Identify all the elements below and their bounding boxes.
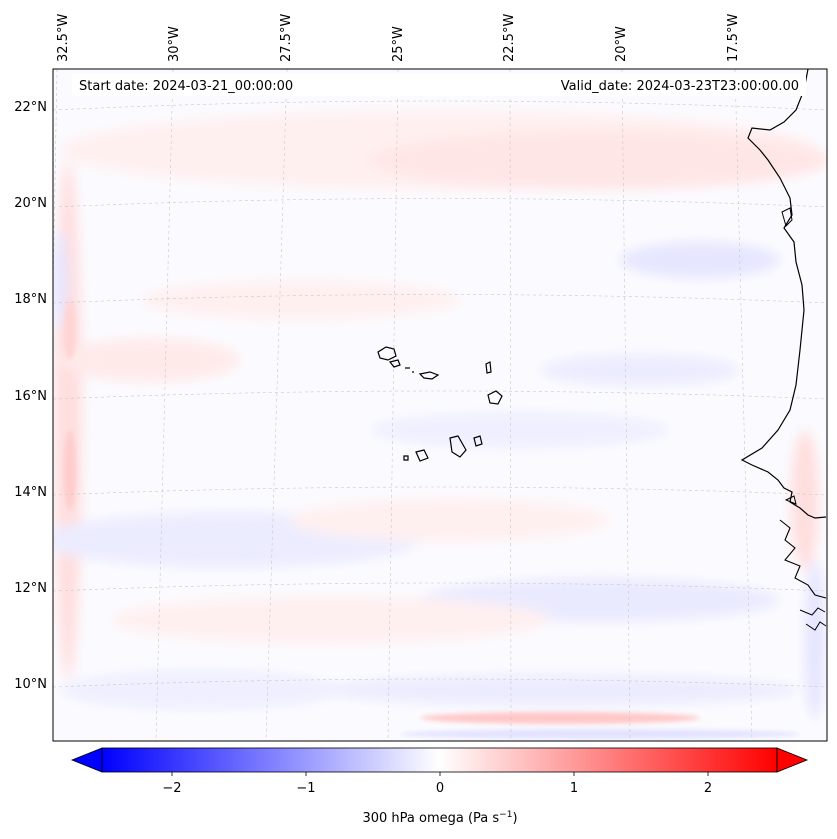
colorbar: −2 −1 0 1 2 300 hPa omega (Pa s−1) — [70, 747, 809, 826]
africa-coastline — [740, 69, 827, 519]
lon-label: 27.5°W — [279, 14, 294, 62]
lat-label: 10°N — [14, 677, 47, 692]
start-date-label: Start date: 2024-03-21_00:00:00 — [79, 79, 293, 94]
colorbar-tick: −1 — [296, 781, 315, 796]
colorbar-min-arrow — [70, 747, 103, 773]
lon-label: 20°W — [614, 26, 629, 62]
colorbar-max-arrow — [776, 747, 809, 773]
colorbar-tick: 0 — [436, 781, 444, 796]
colorbar-tick: 1 — [570, 781, 578, 796]
annotation-band — [72, 74, 806, 96]
omega-field — [53, 69, 827, 741]
longitude-labels: 32.5°W 30°W 27.5°W 25°W 22.5°W 20°W 17.5… — [56, 14, 741, 62]
lon-label: 22.5°W — [502, 14, 517, 62]
colorbar-tick: 2 — [704, 781, 712, 796]
cape-verde-islands — [377, 346, 503, 462]
lon-label: 30°W — [167, 26, 182, 62]
lat-label: 22°N — [14, 100, 47, 115]
lat-label: 12°N — [14, 581, 47, 596]
lon-label: 17.5°W — [726, 14, 741, 62]
map-frame — [52, 68, 828, 742]
lat-label: 18°N — [14, 292, 47, 307]
valid-date-label: Valid_date: 2024-03-23T23:00:00.00 — [561, 79, 799, 94]
lat-label: 20°N — [14, 196, 47, 211]
latitude-labels: 22°N 20°N 18°N 16°N 14°N 12°N 10°N — [14, 100, 47, 692]
colorbar-title: 300 hPa omega (Pa s−1) — [362, 810, 517, 826]
lon-label: 25°W — [391, 26, 406, 62]
lat-label: 14°N — [14, 485, 47, 500]
lon-label: 32.5°W — [56, 14, 71, 62]
lat-label: 16°N — [14, 389, 47, 404]
colorbar-tick: −2 — [162, 781, 181, 796]
graticule — [53, 69, 827, 741]
